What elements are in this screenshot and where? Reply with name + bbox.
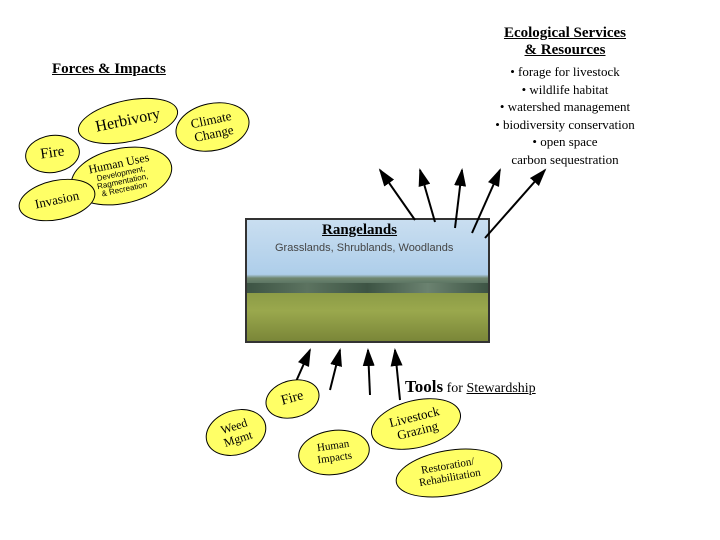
ellipse-label: Human Impacts bbox=[315, 439, 353, 467]
forces-ellipse: Herbivory bbox=[74, 90, 183, 152]
forces-ellipse: Fire bbox=[23, 131, 83, 176]
services-title-block: Ecological Services & Resources bbox=[465, 25, 665, 59]
bullet-1: • wildlife habitat bbox=[450, 81, 680, 99]
bullet-2: • watershed management bbox=[450, 98, 680, 116]
tools-label: Tools for Stewardship bbox=[405, 377, 536, 397]
bullet-3: • biodiversity conservation bbox=[450, 116, 680, 134]
services-bullets: • forage for livestock • wildlife habita… bbox=[450, 63, 680, 168]
forces-impacts-title: Forces & Impacts bbox=[52, 60, 166, 78]
ellipse-label: Fire bbox=[39, 145, 65, 164]
forces-ellipse: Climate Change bbox=[171, 96, 254, 159]
ellipse-label: Livestock Grazing bbox=[388, 405, 444, 444]
ellipse-label: Weed Mgmt bbox=[218, 416, 254, 449]
bullet-0: • forage for livestock bbox=[450, 63, 680, 81]
rangelands-title: Rangelands bbox=[322, 222, 397, 239]
tools-steward: Stewardship bbox=[466, 381, 535, 396]
tools-ellipse: Restoration/ Rehabilitation bbox=[392, 441, 506, 505]
rangelands-subtitle: Grasslands, Shrublands, Woodlands bbox=[275, 242, 453, 254]
bullet-4: • open space bbox=[450, 133, 680, 151]
tools-ellipse: Weed Mgmt bbox=[200, 402, 273, 464]
ellipse-label: Fire bbox=[280, 389, 306, 409]
ellipse-label: Herbivory bbox=[94, 106, 162, 136]
tools-for: for bbox=[443, 381, 466, 396]
ellipse-label: Restoration/ Rehabilitation bbox=[416, 456, 481, 490]
tools-word: Tools bbox=[405, 377, 443, 396]
ellipse-label: Invasion bbox=[34, 189, 81, 212]
services-title2: & Resources bbox=[465, 42, 665, 59]
tools-ellipse: Fire bbox=[261, 374, 324, 425]
forces-impacts-text: Forces & Impacts bbox=[52, 61, 166, 77]
tools-ellipse: Livestock Grazing bbox=[366, 390, 467, 459]
services-title1: Ecological Services bbox=[465, 25, 665, 42]
ellipse-label: Climate Change bbox=[190, 109, 236, 144]
tools-ellipse: Human Impacts bbox=[295, 425, 373, 480]
bullet-5: carbon sequestration bbox=[450, 151, 680, 169]
